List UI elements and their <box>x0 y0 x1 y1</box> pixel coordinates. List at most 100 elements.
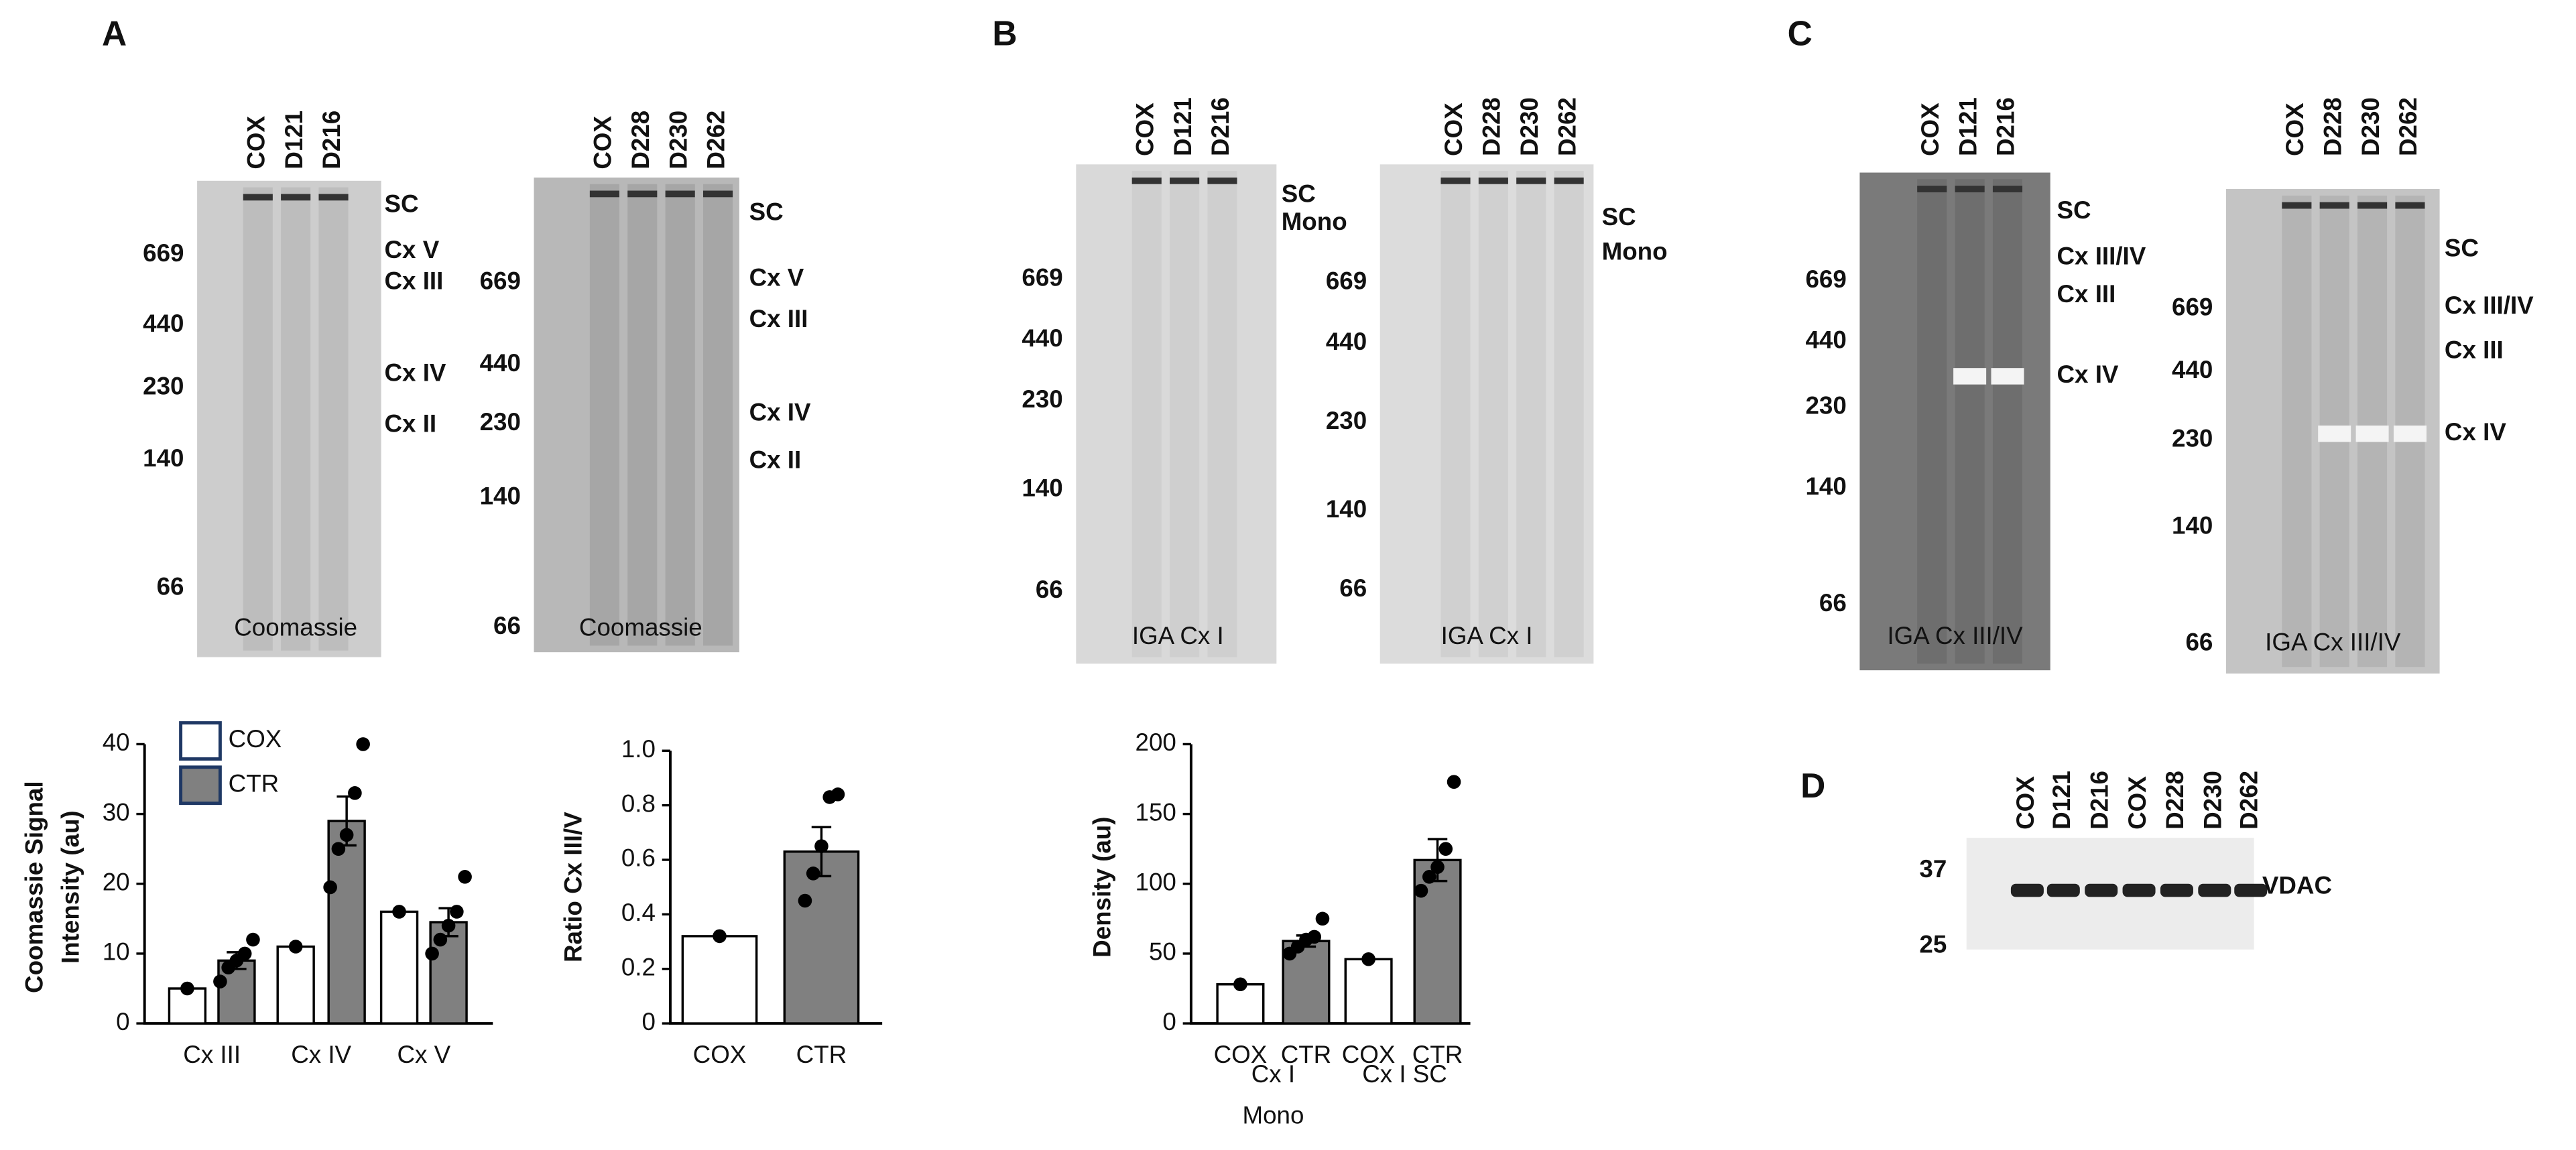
lane-label: COX <box>589 116 617 170</box>
gel-lane <box>589 184 619 646</box>
x-group-label: Mono <box>1242 1101 1304 1129</box>
gel-band <box>2357 202 2388 209</box>
gel-lane <box>1955 179 1985 664</box>
band-label: Cx III <box>385 267 444 294</box>
gel-band <box>589 190 619 198</box>
band-label: Cx III/IV <box>2057 243 2146 270</box>
y-tick-label: 10 <box>103 938 130 966</box>
gel-band <box>2395 202 2425 209</box>
lane-label: D228 <box>2161 771 2189 830</box>
x-tick-label: COX <box>693 1041 747 1068</box>
marker-label: 140 <box>1326 495 1367 523</box>
gel-lane <box>1440 171 1471 657</box>
marker-label: 25 <box>1919 931 1947 958</box>
y-tick-label: 100 <box>1136 868 1176 895</box>
y-tick-label: 50 <box>1149 938 1176 966</box>
data-point <box>237 946 252 961</box>
lane-label: D216 <box>1207 97 1234 156</box>
x-group-label: Cx I SC <box>1362 1060 1447 1088</box>
y-tick-label: 0.8 <box>621 789 656 817</box>
data-point <box>1447 775 1461 789</box>
marker-label: 66 <box>2185 629 2213 656</box>
marker-label: 66 <box>1339 574 1367 602</box>
x-tick-label: CTR <box>1412 1041 1463 1068</box>
band-label: Cx III <box>749 305 808 332</box>
gel-band <box>2318 425 2351 442</box>
gel-stain-label: IGA Cx I <box>1132 622 1224 649</box>
bar <box>276 945 315 1025</box>
gel-band <box>1131 177 1162 184</box>
band-label: SC <box>749 198 784 226</box>
lane-label: D216 <box>318 111 345 170</box>
gel-band <box>665 190 695 198</box>
gel-stain-label: IGA Cx III/IV <box>2265 629 2401 656</box>
gel-band <box>1516 177 1546 184</box>
gel-stain-label: Coomassie <box>579 614 702 641</box>
marker-label: 669 <box>143 239 184 267</box>
lane-label: D230 <box>2199 771 2227 830</box>
data-point <box>433 932 448 947</box>
y-tick-label: 40 <box>103 728 130 756</box>
data-point <box>180 981 194 996</box>
x-tick-label: COX <box>1214 1041 1268 1068</box>
band-label: SC <box>1282 180 1316 208</box>
gel-band <box>1953 368 1987 385</box>
marker-label: 440 <box>1805 326 1846 354</box>
band-label: Cx IV <box>2057 361 2119 388</box>
gel-lane <box>1992 179 2023 664</box>
band-label: Cx IV <box>2445 418 2506 446</box>
x-tick-label: Cx IV <box>291 1041 351 1068</box>
marker-label: 140 <box>480 483 521 510</box>
marker-label: 230 <box>2172 425 2213 452</box>
marker-label: 669 <box>1022 264 1062 292</box>
data-point <box>331 842 346 856</box>
legend-swatch <box>179 765 222 806</box>
band-label: VDAC <box>2262 871 2332 899</box>
bar <box>783 850 860 1025</box>
gel-lane <box>281 187 311 651</box>
gel-lane <box>243 187 273 651</box>
band-label: SC <box>385 190 419 217</box>
blot-band <box>2234 883 2268 897</box>
marker-label: 37 <box>1919 855 1947 883</box>
blot-band <box>2010 883 2044 897</box>
gel-lane <box>665 184 695 646</box>
gel-lane <box>1207 171 1237 657</box>
lane-label: COX <box>1131 103 1158 156</box>
band-label: Mono <box>1602 237 1668 265</box>
lane-label: COX <box>2124 776 2151 830</box>
y-tick-label: 200 <box>1136 728 1176 756</box>
marker-label: 66 <box>493 612 521 639</box>
marker-label: 66 <box>157 572 184 600</box>
marker-label: 440 <box>480 349 521 377</box>
y-tick-label: 1.0 <box>621 735 656 763</box>
lane-label: D262 <box>702 111 730 170</box>
data-point <box>1414 883 1428 898</box>
y-axis-label: Density (au) <box>1089 817 1116 958</box>
gel-band <box>1440 177 1471 184</box>
data-point <box>339 828 354 842</box>
gel-band <box>2319 202 2349 209</box>
gel-stain-label: IGA Cx I <box>1441 622 1533 649</box>
lane-label: D216 <box>2085 771 2113 830</box>
band-label: Cx II <box>385 410 437 438</box>
gel-lane <box>1554 171 1584 657</box>
marker-label: 669 <box>480 267 521 294</box>
lane-label: D262 <box>2394 97 2422 156</box>
blot-band <box>2198 883 2231 897</box>
panel-label: D <box>1800 766 1825 805</box>
marker-label: 669 <box>2172 294 2213 321</box>
lane-label: D228 <box>2319 97 2346 156</box>
gel-band <box>318 194 349 201</box>
gel-lane <box>2282 195 2312 667</box>
marker-label: 440 <box>1022 324 1062 352</box>
band-label: Cx III <box>2445 336 2504 363</box>
gel-band <box>1991 368 2024 385</box>
band-label: Cx V <box>749 264 804 292</box>
data-point <box>806 867 820 881</box>
lane-label: D228 <box>627 111 654 170</box>
legend-label: COX <box>229 725 282 753</box>
data-point <box>441 918 456 933</box>
data-point <box>1307 930 1322 944</box>
